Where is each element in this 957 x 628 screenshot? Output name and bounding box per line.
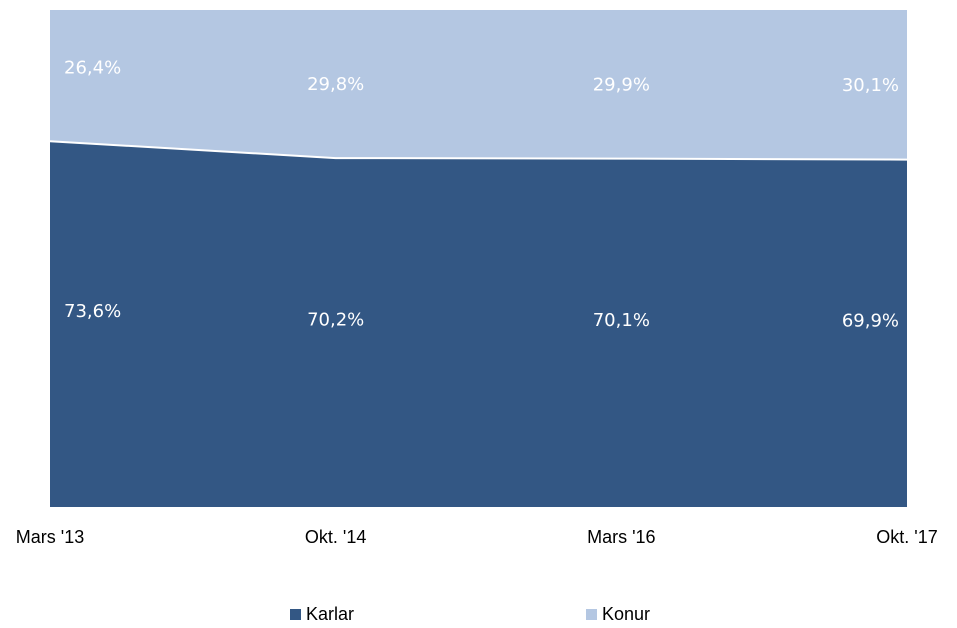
legend-item-konur: Konur: [586, 604, 650, 624]
x-tick-label-3: Okt. '17: [876, 527, 937, 547]
legend-swatch-konur: [586, 608, 597, 620]
data-label-karlar-0: 73,6%: [64, 301, 121, 322]
legend-label-karlar: Karlar: [306, 604, 355, 624]
legend-label-konur: Konur: [602, 604, 651, 624]
data-label-karlar-1: 70,2%: [307, 310, 364, 331]
data-label-karlar-2: 70,1%: [593, 310, 650, 331]
legend: Karlar Konur: [0, 604, 957, 628]
data-label-konur-3: 30,1%: [842, 75, 899, 96]
area-karlar: [50, 141, 907, 507]
legend-swatch-karlar: [290, 608, 301, 620]
legend-item-karlar: Karlar: [290, 604, 354, 624]
x-axis-tick-labels: Mars '13 Okt. '14 Mars '16 Okt. '17: [16, 527, 938, 547]
area-konur: [50, 10, 907, 160]
x-tick-label-0: Mars '13: [16, 527, 84, 547]
x-tick-label-1: Okt. '14: [305, 527, 366, 547]
data-label-konur-2: 29,9%: [593, 74, 650, 95]
series-boundary-line: [49, 140, 908, 161]
data-labels: 73,6% 26,4% 70,2% 29,8% 70,1% 29,9% 69,9% 30,1%: [64, 58, 899, 332]
data-label-konur-0: 26,4%: [64, 58, 121, 79]
plot-area: [49, 10, 908, 507]
data-label-karlar-3: 69,9%: [842, 310, 899, 331]
x-tick-label-2: Mars '16: [587, 527, 655, 547]
data-label-konur-1: 29,8%: [307, 74, 364, 95]
